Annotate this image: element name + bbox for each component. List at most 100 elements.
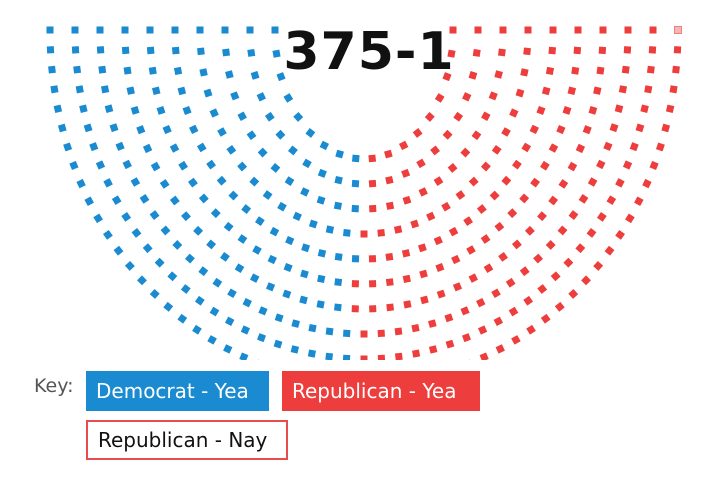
seat-republican-yea xyxy=(598,46,607,55)
seat-democrat-yea xyxy=(237,161,248,172)
seat-republican-yea xyxy=(472,48,481,57)
seat-democrat-yea xyxy=(257,147,268,158)
seat-chart xyxy=(46,26,682,360)
seat-democrat-yea xyxy=(124,260,135,271)
seat-democrat-yea xyxy=(96,46,105,54)
seat-republican-yea xyxy=(586,227,597,238)
seat-democrat-yea xyxy=(256,92,266,102)
seat-democrat-yea xyxy=(275,129,286,140)
seat-republican-yea xyxy=(505,277,516,288)
seat-democrat-yea xyxy=(325,327,334,336)
seat-democrat-yea xyxy=(305,128,316,138)
seat-democrat-yea xyxy=(142,243,153,254)
seat-republican-yea xyxy=(481,111,491,121)
seat-democrat-yea xyxy=(271,26,279,34)
seat-republican-yea xyxy=(452,282,463,292)
seat-republican-yea xyxy=(411,324,420,333)
seat-democrat-yea xyxy=(293,111,304,122)
seat-democrat-yea xyxy=(199,68,208,77)
seat-republican-yea xyxy=(588,106,598,115)
seat-democrat-yea xyxy=(126,86,135,95)
seat-republican-yea xyxy=(377,354,386,360)
seat-republican-yea xyxy=(412,128,423,138)
seat-democrat-yea xyxy=(334,278,343,287)
seat-democrat-yea xyxy=(274,313,284,323)
seat-democrat-yea xyxy=(169,143,180,153)
seat-republican-yea xyxy=(493,316,504,327)
seat-republican-yea xyxy=(545,240,556,250)
seat-democrat-yea xyxy=(272,49,281,58)
seat-republican-yea xyxy=(673,46,682,54)
seat-democrat-yea xyxy=(177,313,188,324)
seat-democrat-yea xyxy=(270,162,281,173)
seat-democrat-yea xyxy=(276,72,286,82)
seat-democrat-yea xyxy=(223,344,233,354)
seat-republican-yea xyxy=(587,177,598,187)
seat-republican-yea xyxy=(615,229,625,240)
seat-democrat-yea xyxy=(173,66,183,75)
seat-republican-yea xyxy=(624,26,632,34)
seat-republican-yea xyxy=(495,344,505,354)
seat-republican-yea xyxy=(648,46,657,54)
seat-democrat-yea xyxy=(53,104,63,113)
seat-republican-yea xyxy=(461,333,471,343)
seat-democrat-yea xyxy=(115,141,125,151)
seat-republican-yea xyxy=(476,204,487,214)
seat-democrat-yea xyxy=(223,221,234,232)
seat-democrat-yea xyxy=(121,26,129,34)
seat-democrat-yea xyxy=(121,212,132,222)
seat-democrat-yea xyxy=(151,86,161,96)
seat-republican-yea xyxy=(419,269,428,279)
seat-republican-yea xyxy=(554,301,565,312)
seat-republican-yea xyxy=(445,339,455,349)
seat-democrat-yea xyxy=(351,255,360,263)
seat-democrat-yea xyxy=(123,66,132,75)
seat-republican-yea xyxy=(537,284,548,294)
seat-republican-yea xyxy=(511,335,521,345)
legend-republican-yea: Republican - Yea xyxy=(282,371,480,411)
seat-democrat-yea xyxy=(178,160,188,171)
legend-democrat-yea: Democrat - Yea xyxy=(86,371,269,411)
seat-republican-yea xyxy=(460,147,471,158)
seat-democrat-yea xyxy=(203,88,213,98)
seat-republican-yea xyxy=(434,93,445,103)
seat-republican-yea xyxy=(536,105,546,115)
seat-republican-yea xyxy=(479,352,489,360)
seat-democrat-yea xyxy=(308,324,317,333)
seat-democrat-yea xyxy=(342,354,351,360)
seat-democrat-yea xyxy=(162,124,172,135)
seat-republican-yea xyxy=(466,245,476,255)
seat-republican-yea xyxy=(442,72,452,82)
seat-republican-yea xyxy=(581,275,591,286)
seat-democrat-yea xyxy=(46,46,55,54)
seat-democrat-yea xyxy=(227,288,237,299)
seat-republican-yea xyxy=(351,280,360,288)
seat-republican-yea xyxy=(369,305,377,313)
seat-republican-yea xyxy=(460,306,470,316)
seat-republican-yea xyxy=(401,249,411,258)
seat-republican-yea xyxy=(402,274,411,283)
seat-democrat-yea xyxy=(73,65,82,74)
seat-democrat-yea xyxy=(316,195,326,205)
seat-democrat-yea xyxy=(75,85,84,94)
seat-republican-yea xyxy=(575,243,586,254)
seat-republican-yea xyxy=(468,71,478,80)
seat-republican-yea xyxy=(644,85,653,94)
seat-democrat-yea xyxy=(181,211,191,222)
seat-democrat-yea xyxy=(351,204,359,213)
seat-republican-yea xyxy=(488,91,498,101)
seat-democrat-yea xyxy=(171,26,179,34)
legend-republican-nay-label: Republican - Nay xyxy=(98,428,268,452)
seat-republican-yea xyxy=(575,143,586,154)
seat-democrat-yea xyxy=(319,140,330,151)
seat-democrat-yea xyxy=(269,226,280,237)
seat-republican-yea xyxy=(548,195,559,206)
seat-democrat-yea xyxy=(84,196,94,206)
seat-democrat-yea xyxy=(71,26,79,34)
seat-republican-yea xyxy=(436,289,446,299)
seat-democrat-yea xyxy=(196,26,204,34)
seat-republican-yea xyxy=(672,65,680,74)
seat-republican-yea xyxy=(563,257,574,268)
seat-democrat-yea xyxy=(76,178,86,189)
seat-republican-yea xyxy=(530,177,540,188)
